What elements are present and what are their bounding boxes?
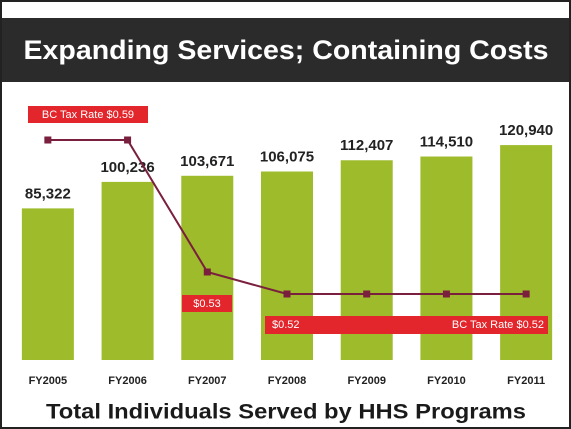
line-marker — [522, 290, 530, 298]
x-tick-label: FY2005 — [29, 375, 68, 387]
line-marker — [283, 290, 291, 298]
line-marker — [363, 290, 371, 298]
line-marker — [203, 268, 211, 276]
annotation-box — [265, 316, 548, 334]
bar — [101, 181, 154, 360]
value-label: 85,322 — [25, 185, 71, 202]
x-tick-label: FY2010 — [427, 375, 466, 387]
value-label: 120,940 — [499, 122, 553, 139]
annotations: BC Tax Rate $0.59 $0.53 $0.52 BC Tax Rat… — [28, 106, 548, 334]
line-marker — [442, 290, 450, 298]
plot: FY2005 FY2006 FY2007 FY2008 FY2009 FY2010 FY20… — [21, 122, 553, 387]
annotation: $0.53 — [193, 298, 221, 310]
value-label: 103,671 — [180, 153, 234, 170]
x-tick-label: FY2009 — [347, 375, 386, 387]
x-tick-label: FY2008 — [268, 375, 307, 387]
line-marker — [124, 136, 132, 144]
annotation: $0.52 — [272, 319, 300, 331]
x-tick-label: FY2007 — [188, 375, 227, 387]
line-marker — [44, 136, 52, 144]
value-label: 106,075 — [260, 148, 314, 165]
chart-title: Expanding Services; Containing Costs — [24, 35, 549, 65]
title-bar — [2, 18, 569, 82]
x-tick-label: FY2011 — [507, 375, 545, 387]
annotation-box — [182, 295, 232, 312]
value-label: 112,407 — [340, 137, 393, 154]
annotation: BC Tax Rate $0.52 — [452, 319, 544, 331]
bar — [181, 175, 234, 360]
chart-subtitle: Total Individuals Served by HHS Programs — [46, 401, 526, 424]
bar — [21, 208, 74, 360]
annotation-box — [28, 106, 148, 123]
x-tick-label: FY2006 — [108, 375, 147, 387]
value-label: 114,510 — [420, 133, 473, 150]
annotation: BC Tax Rate $0.59 — [42, 109, 134, 121]
